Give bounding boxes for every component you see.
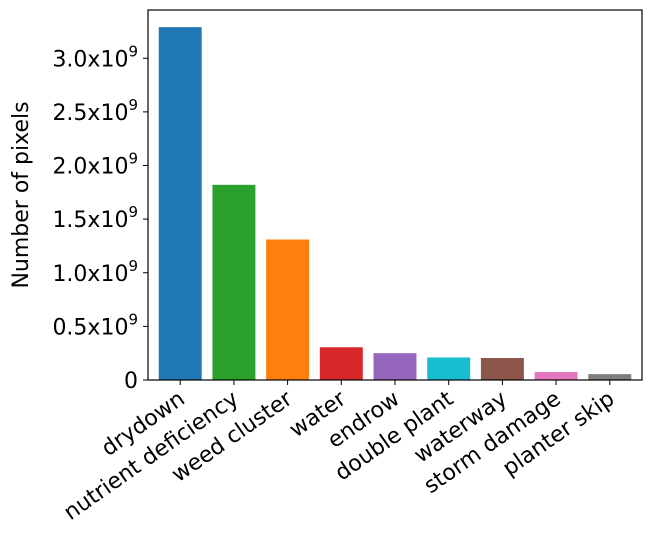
y-axis-label: Number of pixels [9, 101, 34, 288]
y-tick-exponent: 9 [128, 42, 138, 60]
y-tick-label: 1.0x109 [52, 257, 138, 287]
bar-double-plant [427, 357, 471, 380]
y-tick-label: 2.0x109 [52, 150, 138, 180]
bar-weed-cluster [266, 239, 310, 380]
y-axis: 0 0.5x109 1.0x109 1.5x109 2.0x109 2.5x109 3.0x… [52, 42, 148, 394]
bar-waterway [480, 358, 524, 380]
y-tick-exponent: 9 [128, 203, 138, 221]
y-tick-exponent: 9 [128, 257, 138, 275]
bars-group [158, 27, 632, 380]
y-tick-label: 0 [124, 369, 138, 394]
bar-endrow [373, 353, 417, 380]
y-tick-exponent: 9 [128, 310, 138, 328]
bar-water [319, 347, 363, 380]
bar-nutrient-deficiency [212, 184, 256, 380]
y-tick-label: 0.5x109 [52, 310, 138, 340]
y-tick-label: 2.5x109 [52, 96, 138, 126]
bar-drydown [158, 27, 202, 380]
y-tick-label: 1.5x109 [52, 203, 138, 233]
bar-planter-skip [588, 374, 632, 380]
y-tick-exponent: 9 [128, 150, 138, 168]
y-tick-label: 3.0x109 [52, 42, 138, 72]
y-tick-exponent: 9 [128, 96, 138, 114]
bar-storm-damage [534, 371, 578, 380]
